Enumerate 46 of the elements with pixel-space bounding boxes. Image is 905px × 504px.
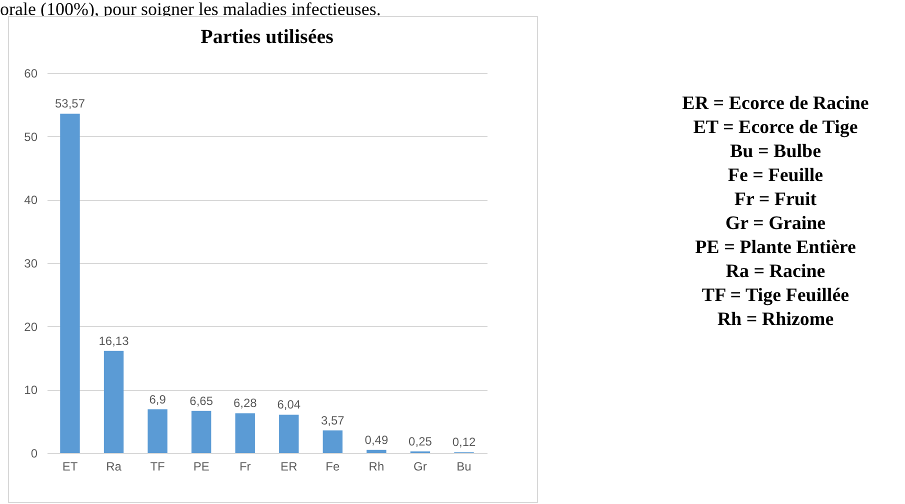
text: Ra = Racine bbox=[724, 260, 826, 284]
text: TF = Tige Feuillée bbox=[700, 284, 850, 308]
x-tick-label: PE bbox=[193, 460, 210, 474]
bar bbox=[235, 413, 255, 453]
data-label: 0,49 bbox=[364, 432, 388, 447]
text: ET = Ecorce de Tige bbox=[692, 116, 859, 140]
x-tick-label: Bu bbox=[456, 460, 472, 474]
bar bbox=[191, 410, 212, 453]
x-tick-label: ER bbox=[280, 460, 298, 474]
text: Fe = Feuille bbox=[726, 164, 824, 188]
y-tick-label: 10 bbox=[24, 383, 38, 398]
bar bbox=[322, 430, 343, 453]
chart-title: Parties utilisées bbox=[200, 26, 334, 48]
x-tick-label: TF bbox=[150, 460, 165, 474]
data-label: 6,04 bbox=[277, 398, 301, 412]
data-label: 6,9 bbox=[149, 392, 166, 406]
text: Gr = Graine bbox=[724, 212, 827, 236]
text: Fr = Fruit bbox=[733, 188, 818, 212]
y-tick-label: 40 bbox=[24, 193, 38, 208]
data-label: 0,25 bbox=[408, 434, 432, 448]
x-tick-label: Rh bbox=[368, 460, 384, 474]
bar bbox=[60, 114, 80, 453]
x-tick-label: ET bbox=[62, 460, 78, 474]
data-label: 0,12 bbox=[452, 435, 476, 450]
text: Rh = Rhizome bbox=[716, 308, 835, 332]
text: PE = Plante Entière bbox=[694, 236, 857, 260]
bar bbox=[148, 409, 168, 453]
data-label: 3,57 bbox=[320, 413, 345, 428]
y-tick-label: 30 bbox=[24, 256, 38, 270]
bar bbox=[366, 450, 386, 453]
text: Bu = Bulbe bbox=[728, 140, 822, 164]
x-tick-label: Ra bbox=[106, 460, 122, 474]
bar bbox=[279, 414, 299, 453]
data-label: 16,13 bbox=[98, 334, 130, 348]
y-tick-label: 60 bbox=[24, 66, 38, 80]
y-tick-label: 20 bbox=[24, 320, 38, 334]
data-label: 53,57 bbox=[54, 96, 86, 111]
y-tick-label: 50 bbox=[24, 130, 38, 144]
x-tick-label: Fr bbox=[239, 460, 251, 474]
text: ER = Ecorce de Racine bbox=[681, 92, 870, 116]
data-label: 6,28 bbox=[233, 396, 258, 410]
x-tick-label: Fe bbox=[326, 460, 340, 474]
x-tick-label: Gr bbox=[414, 460, 427, 474]
data-label: 6,65 bbox=[190, 394, 214, 408]
bar bbox=[104, 350, 124, 453]
y-tick-label: 0 bbox=[30, 446, 38, 460]
